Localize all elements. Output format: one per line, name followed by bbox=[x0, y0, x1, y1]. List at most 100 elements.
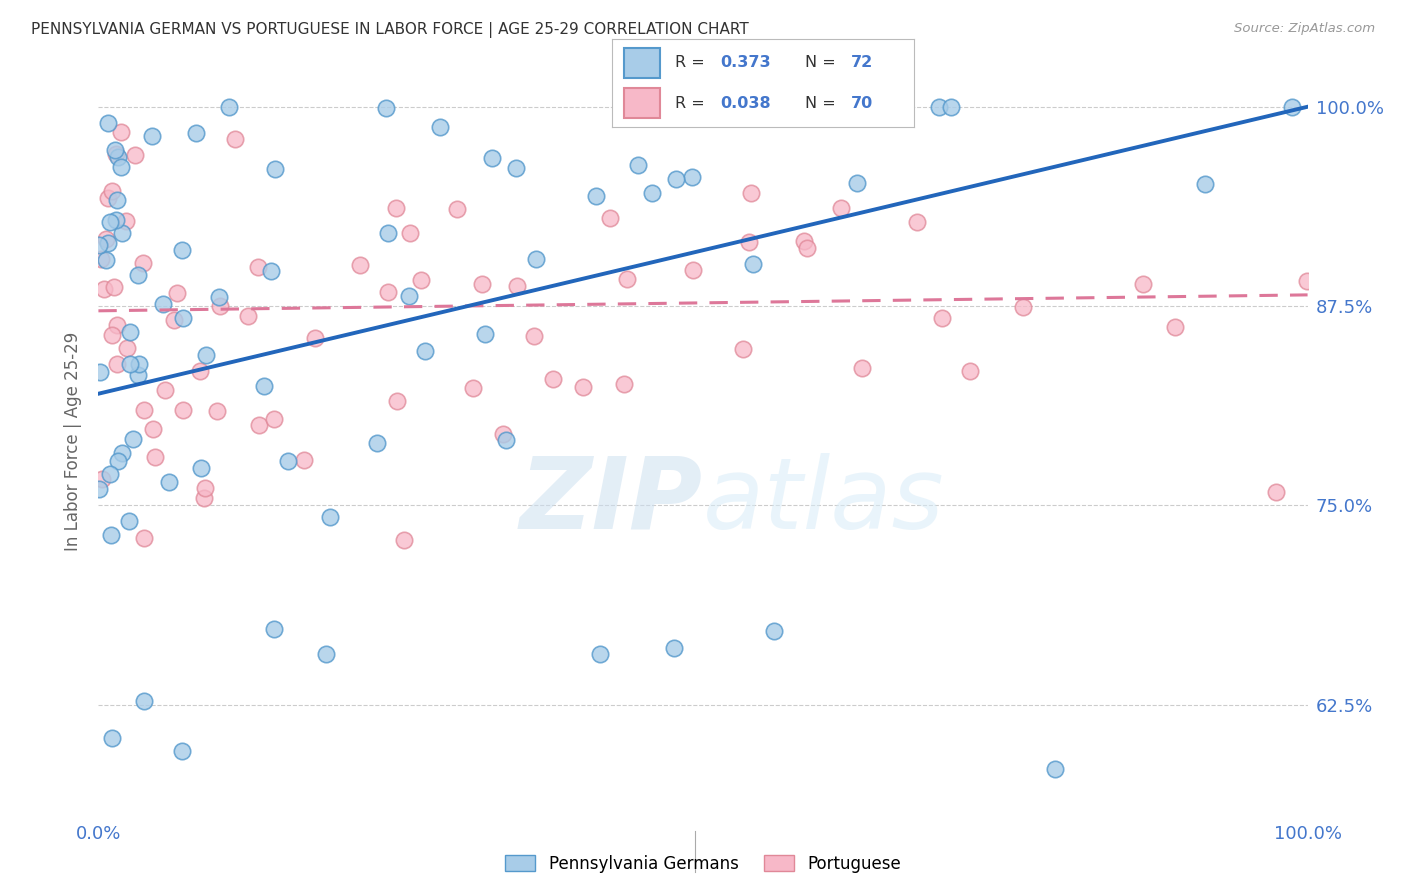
Point bbox=[862, 100, 884, 114]
Point bbox=[115, 341, 138, 355]
Point bbox=[103, 280, 125, 294]
Point bbox=[589, 647, 612, 661]
Point bbox=[1164, 319, 1187, 334]
Text: R =: R = bbox=[675, 95, 710, 111]
Point bbox=[1011, 300, 1033, 314]
Point bbox=[315, 648, 337, 662]
Point bbox=[731, 107, 754, 121]
Point bbox=[394, 533, 416, 548]
Point bbox=[172, 311, 194, 326]
Point bbox=[541, 372, 564, 386]
Point bbox=[481, 151, 503, 165]
Point bbox=[585, 189, 607, 203]
Point bbox=[111, 446, 134, 460]
Point bbox=[172, 402, 194, 417]
Point bbox=[1132, 277, 1154, 291]
Point bbox=[506, 279, 529, 293]
Point bbox=[157, 475, 180, 489]
Point bbox=[277, 454, 299, 468]
Point bbox=[111, 227, 134, 241]
Text: N =: N = bbox=[806, 95, 841, 111]
Point bbox=[461, 381, 484, 395]
Point bbox=[166, 286, 188, 301]
Point bbox=[155, 383, 177, 397]
Point bbox=[152, 297, 174, 311]
Point bbox=[163, 313, 186, 327]
Point bbox=[845, 176, 868, 190]
Point bbox=[429, 120, 451, 134]
Point bbox=[385, 393, 408, 408]
Point bbox=[740, 186, 762, 200]
Point bbox=[96, 236, 118, 251]
Text: PENNSYLVANIA GERMAN VS PORTUGUESE IN LABOR FORCE | AGE 25-29 CORRELATION CHART: PENNSYLVANIA GERMAN VS PORTUGUESE IN LAB… bbox=[31, 22, 748, 38]
Point bbox=[253, 379, 276, 393]
Point bbox=[1264, 485, 1286, 500]
Point bbox=[127, 368, 149, 383]
Point bbox=[613, 376, 636, 391]
Point bbox=[105, 357, 128, 371]
Point bbox=[89, 365, 111, 379]
Point bbox=[524, 252, 547, 267]
Point bbox=[263, 411, 285, 425]
Point bbox=[224, 132, 246, 146]
Point bbox=[190, 461, 212, 475]
Point bbox=[110, 160, 132, 174]
Point bbox=[1043, 762, 1066, 776]
Point bbox=[98, 467, 121, 481]
Point bbox=[97, 191, 120, 205]
Point bbox=[101, 731, 124, 746]
Point bbox=[122, 432, 145, 446]
Point bbox=[474, 326, 496, 341]
Point bbox=[292, 453, 315, 467]
Point bbox=[931, 310, 953, 325]
Point bbox=[377, 226, 399, 240]
Point bbox=[681, 169, 703, 184]
Point bbox=[90, 473, 112, 487]
Text: N =: N = bbox=[806, 55, 841, 70]
Point bbox=[98, 215, 121, 229]
Point bbox=[796, 241, 818, 255]
Point bbox=[399, 227, 422, 241]
Point bbox=[738, 235, 761, 250]
Point bbox=[97, 116, 120, 130]
Point bbox=[446, 202, 468, 217]
Point bbox=[93, 282, 115, 296]
Point bbox=[319, 509, 342, 524]
Point bbox=[170, 744, 193, 758]
Point bbox=[505, 161, 527, 175]
Point bbox=[194, 481, 217, 495]
Bar bbox=[624, 48, 659, 78]
Point bbox=[208, 290, 231, 304]
Point bbox=[110, 125, 132, 139]
Point bbox=[107, 453, 129, 467]
Point bbox=[682, 263, 704, 277]
Point bbox=[1194, 178, 1216, 192]
Point bbox=[218, 100, 240, 114]
Point bbox=[413, 343, 436, 358]
Point bbox=[733, 342, 755, 356]
Point bbox=[105, 213, 128, 227]
Point bbox=[959, 364, 981, 378]
Point bbox=[107, 150, 129, 164]
Point bbox=[132, 694, 155, 708]
Point bbox=[349, 258, 371, 272]
Point bbox=[491, 426, 513, 441]
Point bbox=[100, 184, 122, 198]
Point bbox=[124, 148, 146, 162]
Point bbox=[127, 268, 149, 282]
Point bbox=[195, 348, 218, 362]
Point bbox=[304, 330, 326, 344]
Point bbox=[132, 402, 155, 417]
Point bbox=[762, 624, 785, 638]
Point bbox=[193, 491, 215, 505]
Text: R =: R = bbox=[675, 55, 710, 70]
Point bbox=[263, 622, 285, 636]
Point bbox=[132, 256, 155, 270]
Point bbox=[830, 201, 852, 215]
Point bbox=[665, 172, 688, 186]
Point bbox=[105, 193, 128, 207]
Point bbox=[905, 215, 928, 229]
Point bbox=[409, 273, 432, 287]
Point bbox=[190, 364, 212, 378]
Point bbox=[260, 264, 283, 278]
